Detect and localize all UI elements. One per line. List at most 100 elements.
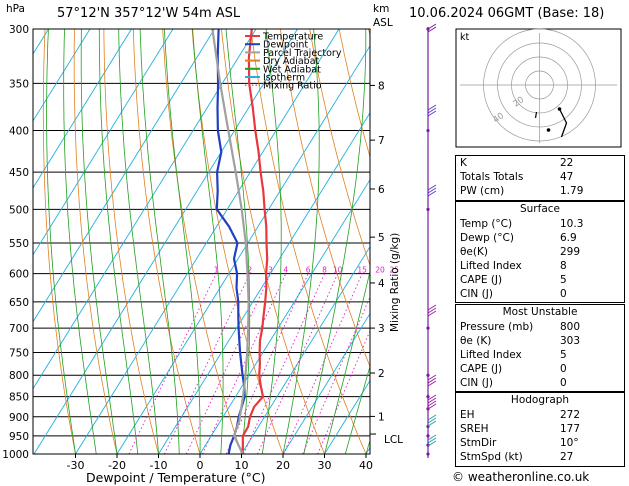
km-tick-label: 2 <box>378 368 385 380</box>
legend-label: Isotherm <box>263 73 305 84</box>
unstable-row: θe (K) 303 <box>456 334 624 348</box>
asl-label: ASL <box>373 17 393 29</box>
pressure-tick-label: 750 <box>9 347 29 359</box>
pressure-tick-label: 900 <box>9 412 29 424</box>
wet-adiabat <box>324 269 370 454</box>
plot-frame <box>32 28 371 455</box>
wet-adiabat <box>46 29 76 454</box>
unstable-label: CAPE (J) <box>460 363 503 375</box>
dry-adiabat <box>42 29 76 454</box>
wind-barb-feather <box>427 307 437 314</box>
index-value: 47 <box>560 171 574 183</box>
isotherm <box>33 29 91 122</box>
km-tick-label: 4 <box>378 278 385 290</box>
unstable-label: Pressure (mb) <box>460 321 534 333</box>
legend-label: Dewpoint <box>263 40 308 51</box>
index-label: Totals Totals <box>460 171 524 183</box>
wind-barb-dot <box>426 207 430 211</box>
pressure-tick-label: 600 <box>9 269 29 281</box>
hodo-label: StmDir <box>460 437 497 449</box>
hodo-value: 177 <box>560 423 581 435</box>
pressure-tick-label: 850 <box>9 392 29 404</box>
pressure-tick-label: 1000 <box>2 449 29 461</box>
hodograph-table-title: Hodograph <box>510 394 570 406</box>
wind-barb-feather <box>427 414 437 421</box>
wet-adiabat <box>344 364 370 454</box>
surface-label: CAPE (J) <box>460 274 503 286</box>
surface-label: Lifted Index <box>460 260 522 272</box>
dry-adiabat <box>221 29 325 454</box>
hodograph-point <box>546 128 551 132</box>
copyright: © weatheronline.co.uk <box>452 470 590 484</box>
surface-row: Dewp (°C) 6.9 <box>456 231 624 245</box>
isotherm <box>33 29 132 189</box>
x-axis-label: Dewpoint / Temperature (°C) <box>86 470 266 485</box>
temperature-tick-label: 30 <box>318 459 332 472</box>
wind-barb-feather <box>427 184 437 191</box>
temperature-tick-label: 40 <box>359 459 373 472</box>
pressure-tick-label: 450 <box>9 167 29 179</box>
dry-adiabat <box>279 29 370 368</box>
wind-barb-feather <box>427 397 437 404</box>
unstable-value: 303 <box>560 335 581 347</box>
wind-barb-feather <box>427 104 437 111</box>
temperature-line <box>241 29 269 454</box>
dry-adiabat <box>309 29 370 267</box>
isotherm <box>75 29 340 454</box>
hodograph-frame <box>455 28 622 148</box>
wind-barb-feather <box>427 23 437 30</box>
hodo-value: 272 <box>560 409 581 421</box>
wind-barb-feather <box>427 107 437 114</box>
pressure-tick-label: 400 <box>9 126 29 138</box>
plot-area <box>0 29 370 454</box>
wet-adiabat <box>98 29 139 454</box>
wind-barb-dot <box>426 395 430 399</box>
km-tick-label: 8 <box>378 80 385 92</box>
wind-barb-feather <box>427 403 437 410</box>
pressure-tick-label: 650 <box>9 297 29 309</box>
isotherm <box>0 29 7 454</box>
hodo-label: SREH <box>460 423 489 435</box>
dry-adiabat <box>250 29 367 454</box>
isotherm <box>33 29 257 390</box>
mixing-ratio-line <box>243 273 326 454</box>
mixing-ratio-label: 2 <box>247 266 252 275</box>
surface-label: Temp (°C) <box>460 218 513 230</box>
wind-barb-feather <box>427 440 437 447</box>
legend-label: Temperature <box>262 32 323 43</box>
unstable-table: Most Unstable Pressure (mb) 800 θe (K) 303… <box>455 304 625 392</box>
surface-title: Surface <box>519 203 560 215</box>
lcl-label: LCL <box>384 434 404 446</box>
hodograph-table: Hodograph EH 272 SREH 177 StmDir 10° StmSpd… <box>455 392 625 467</box>
datetime-title: 10.06.2024 06GMT (Base: 18) <box>409 6 605 21</box>
mixing-ratio-label: 20 <box>375 266 385 275</box>
legend-label: Dry Adiabat <box>263 56 320 67</box>
isotherm <box>33 29 174 256</box>
unstable-row: CAPE (J) 0 <box>456 362 624 376</box>
surface-row: θe(K) 299 <box>456 245 624 259</box>
wind-barb-feather <box>427 434 437 441</box>
surface-label: θe(K) <box>460 246 488 258</box>
wet-adiabat <box>63 29 97 454</box>
surface-value: 0 <box>560 288 567 300</box>
wet-adiabat <box>139 29 180 454</box>
index-row-pw: PW (cm) 1.79 <box>456 184 624 198</box>
hodograph-trace <box>558 108 568 138</box>
wind-barb-dot <box>426 128 430 133</box>
hodo-row: StmSpd (kt) 27 <box>456 450 624 464</box>
mixing-ratio-line <box>225 273 309 454</box>
unstable-label: Lifted Index <box>460 349 522 361</box>
legend-label: Parcel Trajectory <box>263 48 342 59</box>
mixing-ratio-label: 25 <box>389 266 399 275</box>
index-label: PW (cm) <box>460 185 505 197</box>
wind-barb-feather <box>427 374 437 381</box>
surface-value: 8 <box>560 260 567 272</box>
surface-row: Temp (°C) 10.3 <box>456 217 624 231</box>
hodo-row: SREH 177 <box>456 422 624 436</box>
surface-row: Lifted Index 8 <box>456 259 624 273</box>
pressure-tick-label: 500 <box>9 204 29 216</box>
surface-label: Dewp (°C) <box>460 232 514 244</box>
surface-value: 6.9 <box>560 232 577 244</box>
wet-adiabat <box>282 29 320 454</box>
